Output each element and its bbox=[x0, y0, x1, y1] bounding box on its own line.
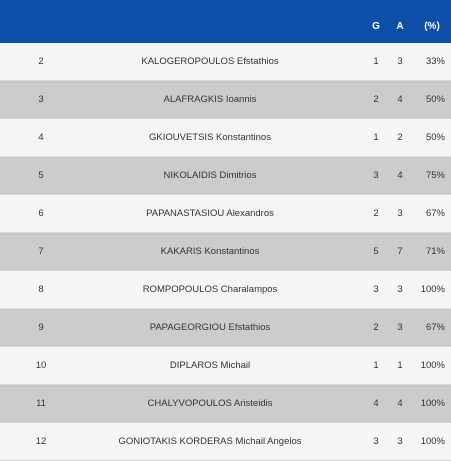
g-value: 5 bbox=[373, 246, 379, 257]
column-header-a[interactable]: A bbox=[396, 21, 404, 32]
percent-value: 100% bbox=[420, 284, 445, 295]
percent-value: 71% bbox=[425, 246, 445, 257]
g-value: 3 bbox=[373, 284, 379, 295]
table-row: 11 CHALYVOPOULOS Aristeidis 4 4 100% bbox=[0, 385, 451, 423]
table-row: 3 ALAFRAGKIS Ioannis 2 4 50% bbox=[0, 81, 451, 119]
a-value: 3 bbox=[397, 208, 403, 219]
g-value: 2 bbox=[373, 94, 379, 105]
percent-value: 67% bbox=[425, 322, 445, 333]
g-value: 1 bbox=[373, 132, 379, 143]
player-number: 5 bbox=[38, 170, 44, 181]
percent-value: 100% bbox=[420, 436, 445, 447]
player-name[interactable]: KAKARIS Konstantinos bbox=[160, 246, 260, 257]
g-value: 1 bbox=[373, 360, 379, 371]
table-row: 5 NIKOLAIDIS Dimitrios 3 4 75% bbox=[0, 157, 451, 195]
table-row: 8 ROMPOPOULOS Charalampos 3 3 100% bbox=[0, 271, 451, 309]
column-header-percent[interactable]: (%) bbox=[424, 21, 440, 32]
a-value: 3 bbox=[397, 322, 403, 333]
a-value: 3 bbox=[397, 284, 403, 295]
player-name[interactable]: GKIOUVETSIS Konstantinos bbox=[149, 132, 271, 143]
table-row: 12 GONIOTAKIS KORDERAS Michail Angelos 3… bbox=[0, 423, 451, 461]
g-value: 2 bbox=[373, 208, 379, 219]
table-row: 10 DIPLAROS Michail 1 1 100% bbox=[0, 347, 451, 385]
percent-value: 100% bbox=[420, 398, 445, 409]
percent-value: 50% bbox=[425, 94, 445, 105]
a-value: 3 bbox=[397, 56, 403, 67]
table-row: 4 GKIOUVETSIS Konstantinos 1 2 50% bbox=[0, 119, 451, 157]
player-name[interactable]: ALAFRAGKIS Ioannis bbox=[163, 94, 257, 105]
percent-value: 33% bbox=[425, 56, 445, 67]
percent-value: 50% bbox=[425, 132, 445, 143]
g-value: 3 bbox=[373, 436, 379, 447]
player-number: 8 bbox=[38, 284, 44, 295]
player-name[interactable]: GONIOTAKIS KORDERAS Michail Angelos bbox=[118, 436, 302, 447]
g-value: 4 bbox=[373, 398, 379, 409]
player-number: 12 bbox=[35, 436, 47, 447]
player-name[interactable]: ROMPOPOULOS Charalampos bbox=[142, 284, 278, 295]
a-value: 4 bbox=[397, 398, 403, 409]
percent-value: 67% bbox=[425, 208, 445, 219]
g-value: 1 bbox=[373, 56, 379, 67]
table-row: 2 KALOGEROPOULOS Efstathios 1 3 33% bbox=[0, 43, 451, 81]
player-number: 3 bbox=[38, 94, 44, 105]
player-name[interactable]: DIPLAROS Michail bbox=[169, 360, 251, 371]
percent-value: 75% bbox=[425, 170, 445, 181]
player-name[interactable]: PAPAGEORGIOU Efstathios bbox=[149, 322, 271, 333]
player-number: 11 bbox=[36, 398, 46, 409]
player-name[interactable]: CHALYVOPOULOS Aristeidis bbox=[147, 398, 273, 409]
a-value: 3 bbox=[397, 436, 403, 447]
a-value: 2 bbox=[397, 132, 403, 143]
g-value: 3 bbox=[373, 170, 379, 181]
player-number: 2 bbox=[38, 56, 44, 67]
g-value: 2 bbox=[373, 322, 379, 333]
a-value: 4 bbox=[397, 94, 403, 105]
player-number: 6 bbox=[38, 208, 44, 219]
column-header-g[interactable]: G bbox=[372, 21, 380, 32]
percent-value: 100% bbox=[420, 360, 445, 371]
player-number: 4 bbox=[38, 132, 44, 143]
player-name[interactable]: NIKOLAIDIS Dimitrios bbox=[163, 170, 257, 181]
player-number: 7 bbox=[38, 246, 44, 257]
table-header: G A (%) bbox=[0, 0, 451, 43]
table-row: 7 KAKARIS Konstantinos 5 7 71% bbox=[0, 233, 451, 271]
a-value: 7 bbox=[397, 246, 403, 257]
player-name[interactable]: KALOGEROPOULOS Efstathios bbox=[141, 56, 279, 67]
a-value: 1 bbox=[397, 360, 403, 371]
player-number: 10 bbox=[35, 360, 47, 371]
a-value: 4 bbox=[397, 170, 403, 181]
table-row: 6 PAPANASTASIOU Alexandros 2 3 67% bbox=[0, 195, 451, 233]
player-number: 9 bbox=[38, 322, 44, 333]
table-row: 9 PAPAGEORGIOU Efstathios 2 3 67% bbox=[0, 309, 451, 347]
player-name[interactable]: PAPANASTASIOU Alexandros bbox=[146, 208, 274, 219]
